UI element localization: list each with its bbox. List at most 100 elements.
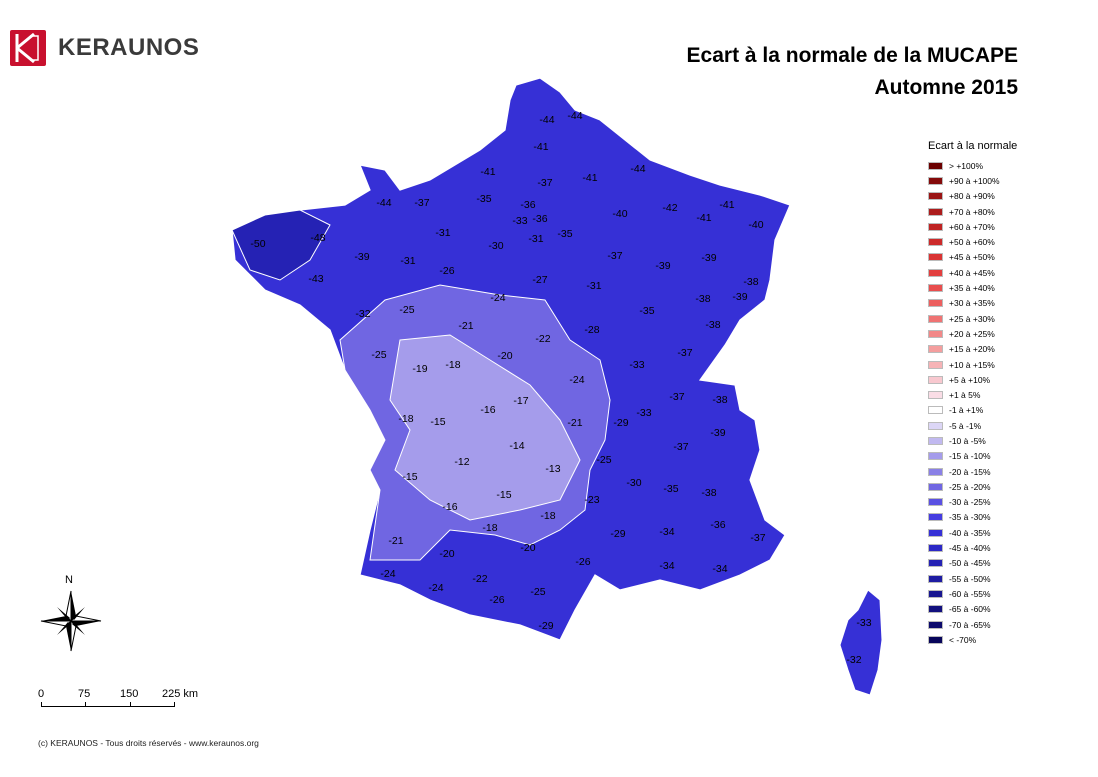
department-value: -31 <box>528 233 543 245</box>
department-value: -25 <box>371 349 386 361</box>
department-value: -37 <box>607 250 622 262</box>
legend-item: -60 à -55% <box>928 586 1088 601</box>
department-value: -31 <box>435 227 450 239</box>
department-value: -37 <box>673 441 688 453</box>
legend-item: +20 à +25% <box>928 326 1088 341</box>
department-value: -41 <box>480 166 495 178</box>
department-value: -31 <box>400 255 415 267</box>
legend-label: +70 à +80% <box>949 206 995 217</box>
department-value: -22 <box>535 333 550 345</box>
legend-swatch <box>928 222 943 231</box>
department-value: -33 <box>636 407 651 419</box>
department-value: -33 <box>856 617 871 629</box>
department-value: -43 <box>308 273 323 285</box>
legend-item: +5 à +10% <box>928 372 1088 387</box>
department-value: -38 <box>701 487 716 499</box>
department-value: -41 <box>696 212 711 224</box>
map-title: Ecart à la normale de la MUCAPE Automne … <box>687 40 1018 104</box>
legend-swatch <box>928 482 943 491</box>
scale-line <box>41 706 175 707</box>
legend-swatch <box>928 391 943 400</box>
legend-label: -30 à -25% <box>949 497 991 508</box>
legend-swatch <box>928 421 943 430</box>
department-value: -39 <box>354 251 369 263</box>
legend-item: -50 à -45% <box>928 556 1088 571</box>
department-value: -29 <box>538 620 553 632</box>
legend: Ecart à la normale > +100% +90 à +100% +80… <box>928 140 1088 648</box>
scale-label-0: 0 <box>38 688 45 700</box>
legend-swatch <box>928 513 943 522</box>
legend-item: +1 à 5% <box>928 387 1088 402</box>
compass-rose-icon <box>40 590 102 652</box>
department-value: -34 <box>659 560 674 572</box>
department-value: -22 <box>472 573 487 585</box>
department-value: -37 <box>750 532 765 544</box>
center-lighter-zone <box>389 334 581 521</box>
department-value: -36 <box>710 519 725 531</box>
legend-label: +25 à +30% <box>949 313 995 324</box>
legend-label: +10 à +15% <box>949 359 995 370</box>
department-labels: -44 -44-41-41-37 -41-44-44 -37 -35 -36-33 -36-… <box>250 110 871 666</box>
department-value: -27 <box>532 274 547 286</box>
department-value: -12 <box>454 456 469 468</box>
department-value: -25 <box>530 586 545 598</box>
department-value: -40 <box>748 219 763 231</box>
title-line-1: Ecart à la normale de la MUCAPE <box>686 44 1018 67</box>
legend-label: -60 à -55% <box>949 588 991 599</box>
legend-item: -10 à -5% <box>928 433 1088 448</box>
scale-tick <box>130 702 131 707</box>
legend-swatch <box>928 574 943 583</box>
legend-swatch <box>928 528 943 537</box>
department-value: -33 <box>512 215 527 227</box>
department-value: -40 <box>612 208 627 220</box>
legend-label: -65 à -60% <box>949 604 991 615</box>
legend-item: -35 à -30% <box>928 510 1088 525</box>
legend-swatch <box>928 620 943 629</box>
department-value: -41 <box>719 199 734 211</box>
department-value: -39 <box>655 260 670 272</box>
department-value: -32 <box>846 654 861 666</box>
legend-label: -20 à -15% <box>949 466 991 477</box>
department-value: -20 <box>497 350 512 362</box>
legend-label: > +100% <box>949 160 984 171</box>
north-arrow: N <box>36 574 106 654</box>
department-value: -24 <box>428 582 443 594</box>
department-value: -29 <box>613 417 628 429</box>
legend-label: -70 à -65% <box>949 619 991 630</box>
legend-swatch <box>928 436 943 445</box>
department-value: -44 <box>630 163 645 175</box>
scale-tick <box>85 702 86 707</box>
legend-label: +40 à +45% <box>949 267 995 278</box>
corsica-outline <box>839 589 883 696</box>
legend-item: +25 à +30% <box>928 311 1088 326</box>
legend-label: -5 à -1% <box>949 420 982 431</box>
legend-swatch <box>928 284 943 293</box>
department-value: -34 <box>659 526 674 538</box>
legend-label: +90 à +100% <box>949 175 1000 186</box>
legend-item: -15 à -10% <box>928 449 1088 464</box>
department-value: -35 <box>476 193 491 205</box>
department-value: -17 <box>513 395 528 407</box>
department-value: -18 <box>540 510 555 522</box>
department-value: -30 <box>626 477 641 489</box>
department-value: -36 <box>532 213 547 225</box>
department-value: -38 <box>705 319 720 331</box>
title-line-2: Automne 2015 <box>874 76 1018 99</box>
legend-item: +10 à +15% <box>928 357 1088 372</box>
department-value: -13 <box>545 463 560 475</box>
legend-title: Ecart à la normale <box>928 140 1018 152</box>
legend-swatch <box>928 605 943 614</box>
department-value: -39 <box>732 291 747 303</box>
legend-label: +1 à 5% <box>949 390 981 401</box>
department-value: -28 <box>584 324 599 336</box>
legend-item: +50 à +60% <box>928 234 1088 249</box>
legend-items: > +100% +90 à +100% +80 à +90% +70 à +80% +6… <box>928 158 1088 648</box>
legend-item: -65 à -60% <box>928 602 1088 617</box>
legend-label: +80 à +90% <box>949 191 995 202</box>
legend-item: +40 à +45% <box>928 265 1088 280</box>
department-value: -50 <box>250 238 265 250</box>
department-value: -24 <box>569 374 584 386</box>
legend-swatch <box>928 360 943 369</box>
scale-bar: 0 75 150 225 km <box>38 688 238 718</box>
department-value: -33 <box>629 359 644 371</box>
